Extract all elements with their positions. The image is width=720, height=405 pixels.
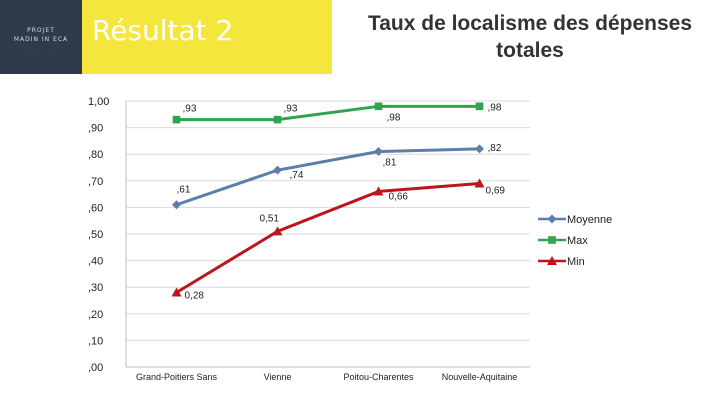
data-label-min: 0,51 [260, 213, 280, 224]
legend-marker-moyenne [547, 214, 557, 224]
data-point-min [373, 186, 384, 196]
data-label-moyenne: ,61 [177, 185, 191, 196]
data-label-min: 0,28 [185, 291, 205, 302]
y-tick-label: ,10 [88, 335, 103, 347]
data-point-min [474, 178, 485, 188]
series-line-max [176, 104, 480, 122]
y-tick-label: ,90 [88, 123, 103, 135]
legend: Moyenne Max Min [538, 214, 612, 268]
x-category-label: Vienne [264, 372, 292, 382]
chart-title-line2: totales [496, 39, 564, 62]
data-label-moyenne: ,81 [383, 158, 397, 169]
data-point-moyenne [374, 147, 383, 157]
x-category-label: Nouvelle-Aquitaine [442, 372, 518, 382]
data-point-min [272, 226, 283, 236]
y-tick-label: ,30 [88, 282, 103, 294]
y-tick-label: ,70 [88, 176, 103, 188]
legend-marker-max [548, 236, 556, 244]
series-line-min [175, 181, 480, 294]
y-tick-label: ,20 [88, 309, 103, 321]
result-title: Résultat 2 [92, 14, 234, 47]
data-label-max: ,93 [183, 104, 197, 115]
x-category-label: Poitou-Charentes [343, 372, 414, 382]
data-label-max: ,93 [284, 104, 298, 115]
data-point-max [273, 115, 282, 124]
y-tick-label: ,40 [88, 256, 103, 268]
y-tick-label: ,80 [88, 149, 103, 161]
series-line-moyenne [176, 147, 480, 207]
x-category-label: Grand-Poitiers Sans [136, 372, 218, 382]
data-labels: ,61 ,74 ,81 ,82 ,93 ,93 ,98 ,98 0,28 0,51 0,66 0,69 [177, 102, 506, 301]
legend-label-max: Max [567, 235, 588, 247]
y-tick-label: ,00 [88, 362, 103, 374]
logo-text-line1: PROJET [27, 27, 55, 34]
y-tick-label: 1,00 [88, 96, 109, 108]
data-label-max: ,98 [488, 102, 502, 113]
data-point-max [172, 115, 181, 124]
logo-tagline: ··· ··· ··· ··· ··· ··· [24, 47, 58, 51]
data-label-moyenne: ,82 [488, 143, 502, 154]
axes: 1,00 ,90 ,80 ,70 ,60 ,50 ,40 ,30 ,20 ,10 ,00 Grand-… [88, 96, 530, 382]
data-point-max [475, 102, 484, 111]
data-label-max: ,98 [387, 112, 401, 123]
gridlines [126, 100, 530, 341]
data-point-moyenne [273, 165, 282, 175]
data-point-max [374, 102, 383, 111]
legend-label-min: Min [567, 256, 585, 268]
chart-title: Taux de localisme des dépenses totales [345, 10, 715, 64]
y-tick-label: ,60 [88, 202, 103, 214]
legend-label-moyenne: Moyenne [567, 214, 612, 226]
chart-title-line1: Taux de localisme des dépenses [367, 12, 693, 35]
logo-panel: PROJET MADIN IN ECA ··· ··· ··· ··· ··· … [0, 0, 82, 74]
logo-text-line2: MADIN IN ECA [13, 36, 69, 43]
data-point-moyenne [475, 144, 484, 154]
data-label-min: 0,69 [486, 185, 506, 196]
data-point-min [171, 287, 182, 297]
title-banner: Résultat 2 [82, 0, 332, 74]
y-tick-label: ,50 [88, 229, 103, 241]
data-label-min: 0,66 [389, 191, 409, 202]
data-label-moyenne: ,74 [290, 170, 304, 181]
series-lines [171, 102, 485, 297]
data-point-moyenne [172, 200, 181, 210]
legend-marker-min [547, 256, 557, 265]
